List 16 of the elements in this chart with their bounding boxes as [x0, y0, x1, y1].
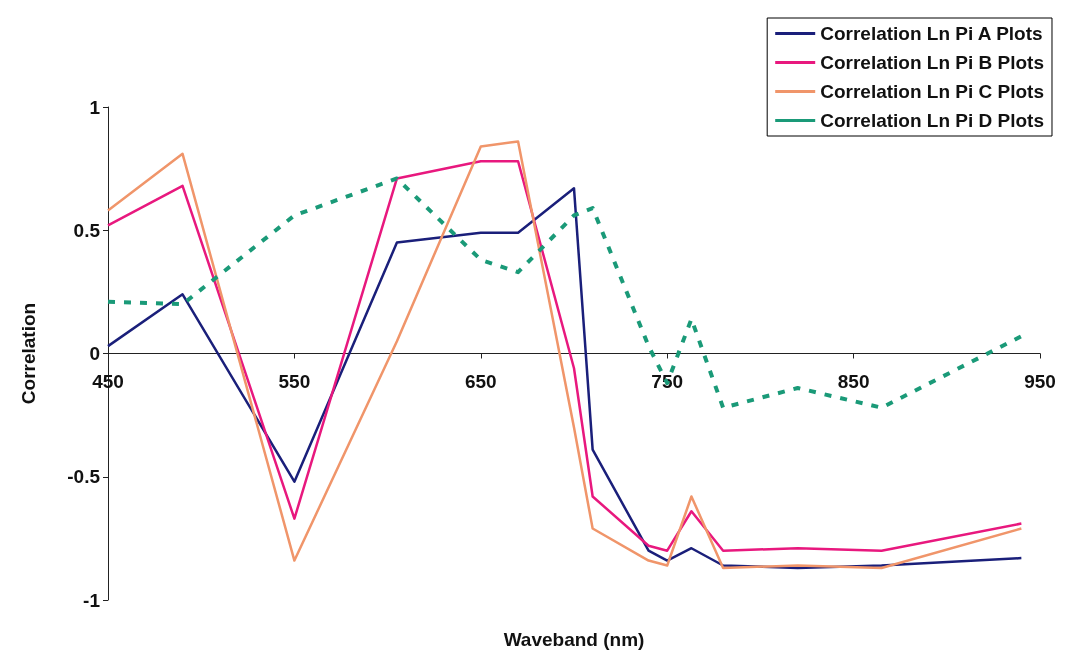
legend-label: Correlation Ln Pi C Plots — [820, 81, 1045, 102]
legend-label: Correlation Ln Pi D Plots — [820, 110, 1045, 131]
y-tick-label: -0.5 — [67, 466, 101, 488]
x-tick-label: 550 — [278, 370, 311, 392]
y-tick-label: 0.5 — [73, 219, 101, 241]
x-tick-label: 750 — [651, 370, 684, 392]
y-tick-label: 0 — [89, 343, 100, 364]
x-tick-label: 850 — [837, 370, 870, 392]
x-tick-label: 650 — [464, 370, 497, 392]
y-tick-label: -1 — [83, 589, 101, 611]
legend-label: Correlation Ln Pi A Plots — [820, 23, 1043, 44]
legend-label: Correlation Ln Pi B Plots — [820, 52, 1045, 73]
y-tick-label: 1 — [89, 96, 101, 118]
y-axis-title: Correlation — [18, 302, 39, 405]
x-tick-label: 950 — [1024, 370, 1056, 392]
x-axis-title: Waveband (nm) — [503, 629, 645, 650]
